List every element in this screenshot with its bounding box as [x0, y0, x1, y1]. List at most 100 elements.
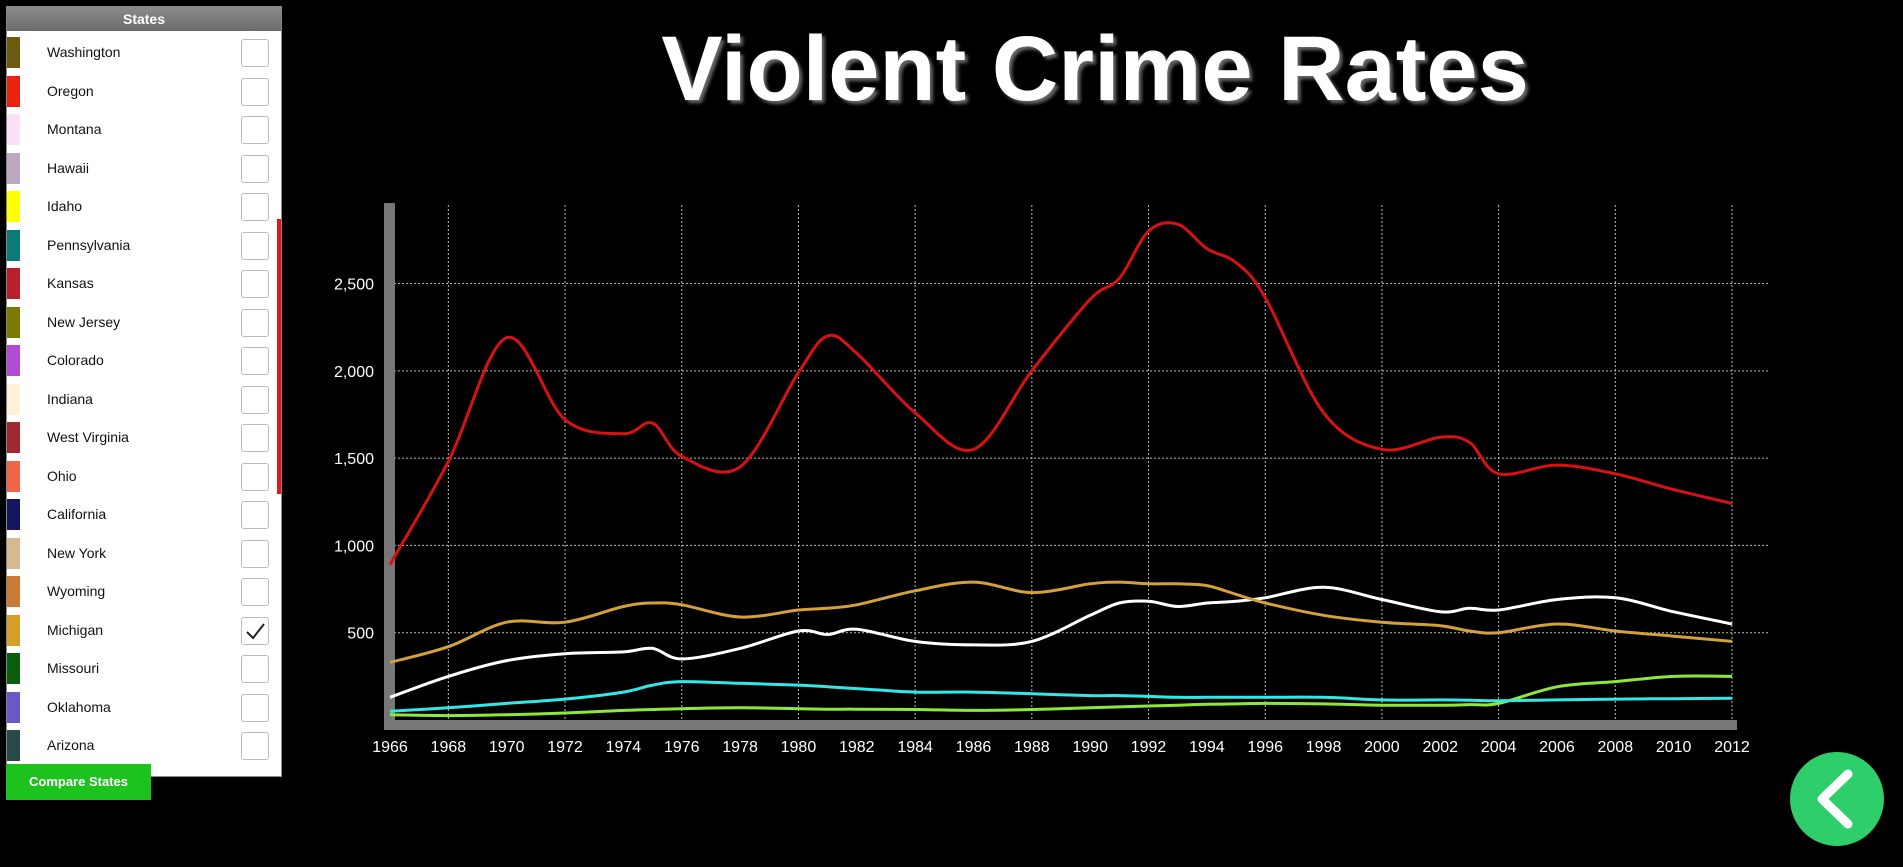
x-tick-label: 2004	[1481, 739, 1517, 756]
state-row[interactable]: Hawaii	[7, 149, 281, 188]
y-tick-label: 500	[347, 626, 374, 643]
state-row[interactable]: New Jersey	[7, 303, 281, 342]
state-checkbox[interactable]	[241, 39, 269, 67]
state-row[interactable]: Wyoming	[7, 572, 281, 611]
compare-states-button[interactable]: Compare States	[6, 764, 151, 800]
series-line	[389, 580, 1733, 664]
state-row[interactable]: Indiana	[7, 380, 281, 419]
color-swatch	[7, 614, 20, 646]
state-row[interactable]: New York	[7, 534, 281, 573]
color-swatch	[7, 691, 20, 723]
state-row[interactable]: Washington	[7, 33, 281, 72]
state-label: New York	[47, 544, 107, 561]
x-tick-label: 1982	[839, 739, 875, 756]
state-checkbox[interactable]	[241, 732, 269, 760]
state-row[interactable]: Idaho	[7, 187, 281, 226]
state-row[interactable]: Kansas	[7, 264, 281, 303]
state-label: Ohio	[47, 467, 77, 484]
color-swatch	[7, 383, 20, 415]
state-checkbox[interactable]	[241, 116, 269, 144]
state-checkbox[interactable]	[241, 154, 269, 183]
color-swatch	[7, 152, 20, 184]
series-line	[389, 680, 1733, 713]
state-label: New Jersey	[47, 313, 121, 330]
chart-title: Violent Crime Rates	[661, 18, 1529, 120]
color-swatch	[7, 75, 20, 107]
state-checkbox[interactable]	[241, 539, 269, 568]
series-line	[389, 585, 1733, 699]
x-tick-label: 2006	[1539, 739, 1575, 756]
x-tick-label: 1992	[1131, 739, 1167, 756]
x-tick-label: 1972	[547, 739, 583, 756]
y-tick-label: 1,500	[334, 451, 374, 468]
state-checkbox[interactable]	[241, 193, 269, 221]
series-lines	[388, 221, 1733, 718]
back-button[interactable]	[1790, 752, 1884, 846]
state-row[interactable]: Pennsylvania	[7, 226, 281, 265]
y-tick-label: 2,000	[334, 364, 374, 381]
chevron-left-icon	[1817, 769, 1853, 829]
state-row[interactable]: Oregon	[7, 72, 281, 111]
state-row[interactable]: Montana	[7, 110, 281, 149]
y-tick-label: 1,000	[334, 538, 374, 555]
state-checkbox[interactable]	[241, 655, 269, 683]
state-checkbox[interactable]	[241, 77, 269, 106]
state-label: Oklahoma	[47, 698, 111, 715]
state-row[interactable]: Colorado	[7, 341, 281, 380]
state-label: Arizona	[47, 737, 95, 753]
state-label: Washington	[47, 44, 121, 60]
state-checkbox[interactable]	[241, 616, 269, 645]
grid	[390, 205, 1768, 720]
state-row[interactable]: California	[7, 495, 281, 534]
state-label: Idaho	[47, 198, 83, 214]
color-swatch	[7, 499, 20, 530]
state-label: Hawaii	[47, 159, 90, 176]
state-checkbox[interactable]	[241, 347, 269, 375]
x-tick-label: 1978	[722, 739, 758, 756]
x-tick-label: 2008	[1598, 739, 1634, 756]
state-checkbox[interactable]	[241, 231, 269, 260]
color-swatch	[7, 268, 20, 299]
state-label: Montana	[47, 121, 102, 137]
state-row[interactable]: Missouri	[7, 649, 281, 688]
state-label: Oregon	[47, 82, 94, 99]
state-checkbox[interactable]	[241, 385, 269, 414]
state-row[interactable]: Oklahoma	[7, 688, 281, 727]
state-row[interactable]: West Virginia	[7, 418, 281, 457]
states-panel: States Washington Oregon Montana Hawaii Idah…	[6, 6, 282, 777]
state-label: Indiana	[47, 390, 93, 407]
x-tick-label: 1988	[1014, 739, 1050, 756]
x-tick-label: 1966	[372, 739, 408, 756]
state-row[interactable]: Michigan	[7, 611, 281, 650]
state-list[interactable]: Washington Oregon Montana Hawaii Idaho Pennsy…	[7, 31, 281, 776]
state-label: Colorado	[47, 352, 104, 368]
x-tick-label: 1990	[1072, 739, 1108, 756]
color-swatch	[7, 653, 20, 684]
state-checkbox[interactable]	[241, 462, 269, 491]
state-checkbox[interactable]	[241, 578, 269, 606]
state-checkbox[interactable]	[241, 424, 269, 452]
color-swatch	[7, 576, 20, 607]
state-label: Pennsylvania	[47, 236, 131, 253]
scrollbar-thumb[interactable]	[277, 219, 281, 494]
x-tick-label: 2002	[1422, 739, 1458, 756]
color-swatch	[7, 229, 20, 261]
color-swatch	[7, 345, 20, 376]
state-checkbox[interactable]	[241, 308, 269, 337]
state-label: West Virginia	[47, 429, 129, 445]
state-row[interactable]: Arizona	[7, 726, 281, 765]
state-checkbox[interactable]	[241, 693, 269, 722]
state-row[interactable]: Ohio	[7, 457, 281, 496]
x-tick-label: 1980	[781, 739, 817, 756]
x-tick-label: 1970	[489, 739, 525, 756]
state-checkbox[interactable]	[241, 270, 269, 298]
checkmark-icon	[246, 622, 265, 640]
x-tick-label: 1984	[897, 739, 933, 756]
x-tick-label: 2000	[1364, 739, 1400, 756]
x-tick-label: 1974	[606, 739, 642, 756]
x-tick-label: 1996	[1247, 739, 1283, 756]
state-checkbox[interactable]	[241, 501, 269, 529]
tick-labels: 500 1,000 1,500 2,000 2,500 1966 1968 1970 1972 1…	[334, 277, 1750, 756]
state-label: Wyoming	[47, 583, 106, 599]
color-swatch	[7, 306, 20, 338]
